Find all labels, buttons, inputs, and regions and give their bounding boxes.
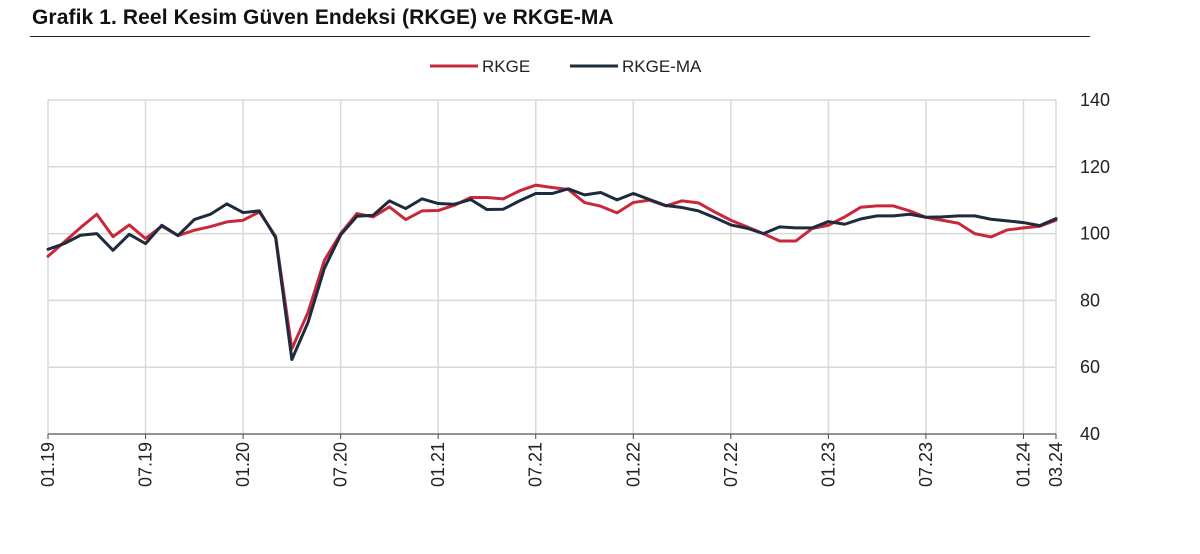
x-tick-label: 03.24 xyxy=(1046,442,1066,487)
y-tick-label: 120 xyxy=(1080,157,1110,177)
y-axis-labels: 40 60 80 100 120 140 xyxy=(1080,90,1110,444)
x-tick-label: 01.23 xyxy=(818,442,838,487)
y-tick-label: 40 xyxy=(1080,424,1100,444)
y-tick-label: 60 xyxy=(1080,357,1100,377)
axes xyxy=(47,433,1057,439)
series-line-rkge xyxy=(46,183,1058,351)
x-tick-label: 07.21 xyxy=(526,442,546,487)
x-tick-label: 01.22 xyxy=(623,442,643,487)
x-tick-label: 07.23 xyxy=(916,442,936,487)
x-tick-label: 01.24 xyxy=(1013,442,1033,487)
series-lines xyxy=(46,183,1058,362)
title-underline xyxy=(30,36,1090,37)
legend-label: RKGE-MA xyxy=(622,57,702,76)
x-tick-label: 07.19 xyxy=(136,442,156,487)
legend-label: RKGE xyxy=(482,57,530,76)
chart-title: Grafik 1. Reel Kesim Güven Endeksi (RKGE… xyxy=(32,6,614,29)
x-axis-labels: 01.19 07.19 01.20 07.20 01.21 07.21 01.22 07.22… xyxy=(38,442,1066,487)
y-tick-label: 80 xyxy=(1080,290,1100,310)
series-line-rkge-ma xyxy=(46,187,1058,362)
x-tick-label: 01.19 xyxy=(38,442,58,487)
x-gridlines xyxy=(47,100,1057,434)
y-tick-label: 140 xyxy=(1080,90,1110,110)
y-tick-label: 100 xyxy=(1080,224,1110,244)
x-tick-label: 01.21 xyxy=(428,442,448,487)
legend: RKGE RKGE-MA xyxy=(430,57,702,76)
x-tick-label: 07.22 xyxy=(721,442,741,487)
x-tick-label: 01.20 xyxy=(233,442,253,487)
y-gridlines xyxy=(48,99,1056,368)
x-tick-label: 07.20 xyxy=(331,442,351,487)
